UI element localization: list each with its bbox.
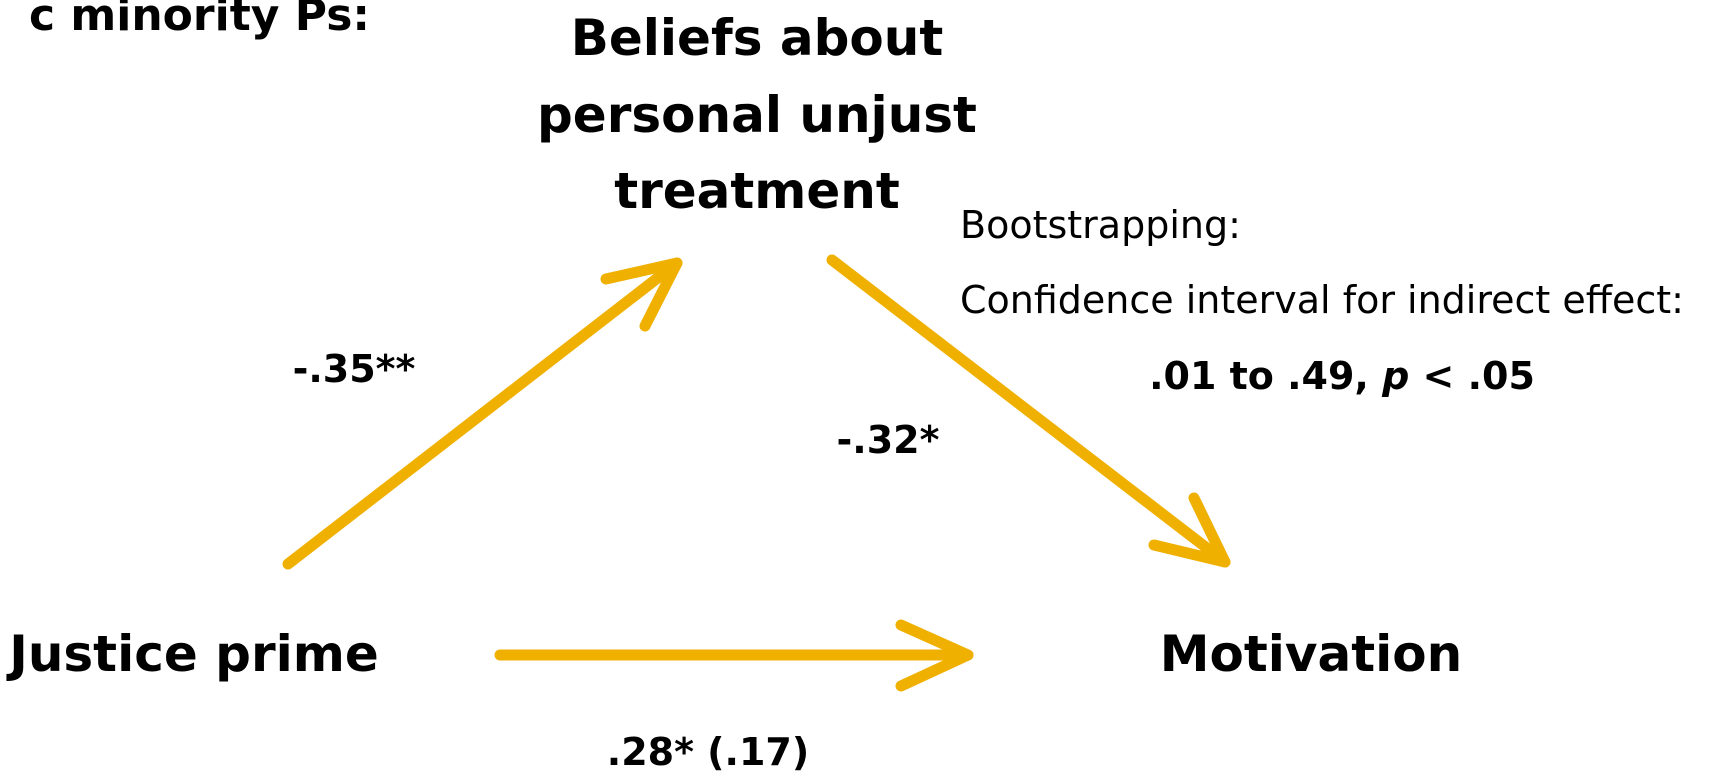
edge-label: -.35** — [293, 347, 416, 391]
node-label: Justice prime — [6, 625, 379, 683]
arrow — [282, 257, 683, 570]
note-line: Bootstrapping: — [960, 203, 1241, 247]
node-label: Motivation — [1160, 625, 1462, 683]
arrow — [826, 254, 1231, 568]
note-result-part: < .05 — [1409, 354, 1535, 398]
title: c minority Ps: — [29, 0, 370, 41]
note-result-part: .01 to .49, — [1149, 354, 1382, 398]
arrow — [494, 619, 974, 692]
note-result: .01 to .49, p < .05 — [1149, 354, 1535, 398]
node-label: personal unjust — [537, 86, 977, 144]
note-result-part: p — [1381, 354, 1409, 398]
edge-label: .28* (.17) — [607, 730, 809, 774]
node-label: treatment — [614, 162, 900, 220]
note-line: Confidence interval for indirect effect: — [960, 278, 1684, 322]
node-label: Beliefs about — [571, 9, 944, 67]
edge-label: -.32* — [837, 418, 940, 462]
